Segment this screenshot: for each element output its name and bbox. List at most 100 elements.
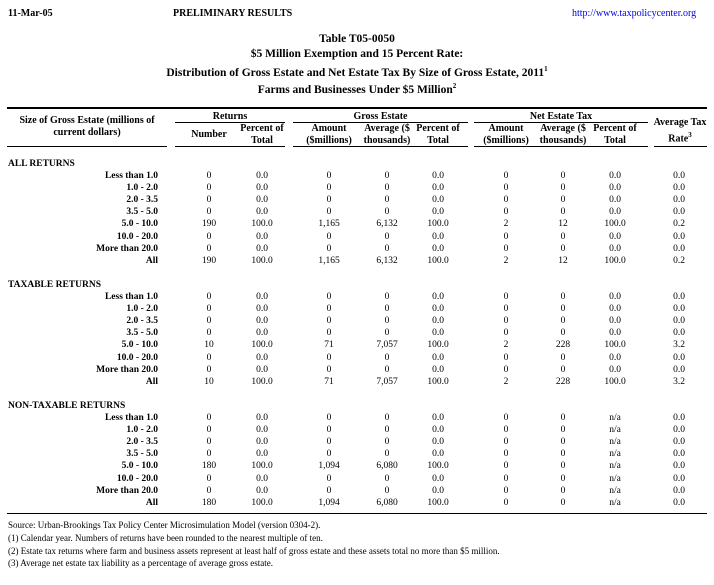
gross-percent-cell: 0.0 xyxy=(432,413,444,423)
gross-amount-cell: 0 xyxy=(326,243,332,254)
tax-percent-cell: n/a xyxy=(609,497,621,508)
gross-percent-header: Percent of Total xyxy=(416,123,460,146)
gross-average-cell: 6,132 xyxy=(376,255,398,266)
number-cell: 180 xyxy=(201,461,217,472)
tax-amount-cell: 0 xyxy=(503,449,509,460)
report-date: 11-Mar-05 xyxy=(8,8,53,19)
percent-returns-cell: 0.0 xyxy=(256,243,268,254)
gross-amount-cell: 0 xyxy=(326,207,332,218)
gross-amount-cell: 0 xyxy=(326,304,332,315)
gross-average-cell: 0 xyxy=(384,171,390,181)
gross-average-cell: 0 xyxy=(384,207,390,218)
percent-returns-cell: 0.0 xyxy=(256,449,268,460)
tax-percent-cell: 0.0 xyxy=(609,304,621,315)
row-label: 2.0 - 3.5 xyxy=(126,437,158,448)
tax-amount-cell: 0 xyxy=(503,195,509,206)
tax-amount-cell: 0 xyxy=(503,292,509,302)
gross-percent-cell: 100.0 xyxy=(427,461,449,472)
tax-amount-cell: 0 xyxy=(503,243,509,254)
avg-tax-rate-cell: 0.0 xyxy=(673,231,685,242)
gross-percent-cell: 0.0 xyxy=(432,243,444,254)
tax-amount-cell: 0 xyxy=(503,316,509,327)
tax-average-cell: 12 xyxy=(558,255,568,266)
avg-tax-rate-cell: 0.0 xyxy=(673,364,685,375)
taxpolicycenter-link[interactable]: http://www.taxpolicycenter.org xyxy=(572,8,697,19)
gross-average-cell: 0 xyxy=(384,304,390,315)
table-title: $5 Million Exemption and 15 Percent Rate… xyxy=(250,48,464,60)
tax-amount-cell: 0 xyxy=(503,352,509,363)
percent-returns-cell: 0.0 xyxy=(256,195,268,206)
row-label: Less than 1.0 xyxy=(104,413,158,423)
size-column-header: Size of Gross Estate (millions of current… xyxy=(19,115,155,138)
percent-returns-cell: 0.0 xyxy=(256,304,268,315)
avg-tax-rate-cell: 0.0 xyxy=(673,183,685,194)
row-label: More than 20.0 xyxy=(96,243,158,254)
tax-amount-cell: 2 xyxy=(503,376,509,387)
section-title: TAXABLE RETURNS xyxy=(8,280,101,290)
gross-average-cell: 0 xyxy=(384,231,390,242)
tax-percent-cell: n/a xyxy=(609,425,621,436)
number-cell: 0 xyxy=(206,304,212,315)
tax-percent-cell: 0.0 xyxy=(609,243,621,254)
number-cell: 10 xyxy=(204,376,214,387)
subtitle-text: Farms and Businesses Under $5 Million xyxy=(257,83,453,96)
tax-percent-cell: 0.0 xyxy=(609,207,621,218)
net-estate-tax-header: Net Estate Tax xyxy=(529,111,593,122)
footnote-2: (2) Estate tax returns where farm and bu… xyxy=(8,546,500,556)
percent-returns-cell: 100.0 xyxy=(251,219,273,230)
avg-tax-rate-cell: 0.0 xyxy=(673,497,685,508)
gross-average-cell: 0 xyxy=(384,473,390,484)
avg-tax-rate-cell: 0.0 xyxy=(673,473,685,484)
gross-average-cell: 6,080 xyxy=(376,497,398,508)
percent-returns-cell: 0.0 xyxy=(256,364,268,375)
number-cell: 0 xyxy=(206,485,212,496)
tax-amount-cell: 0 xyxy=(503,497,509,508)
tax-amount-cell: 0 xyxy=(503,171,509,181)
avg-tax-rate-cell: 0.0 xyxy=(673,437,685,448)
tax-percent-cell: n/a xyxy=(609,461,621,472)
percent-returns-cell: 0.0 xyxy=(256,352,268,363)
percent-returns-cell: 0.0 xyxy=(256,183,268,194)
avg-tax-rate-cell: 0.0 xyxy=(673,207,685,218)
row-label: More than 20.0 xyxy=(96,364,158,375)
gross-percent-cell: 0.0 xyxy=(432,183,444,194)
tax-percent-cell: n/a xyxy=(609,437,621,448)
tax-average-cell: 228 xyxy=(555,376,571,387)
row-label: 5.0 - 10.0 xyxy=(121,461,158,472)
tax-percent-cell: 100.0 xyxy=(604,340,626,351)
gross-percent-cell: 100.0 xyxy=(427,497,449,508)
tax-percent-cell: 0.0 xyxy=(609,316,621,327)
gross-average-cell: 0 xyxy=(384,243,390,254)
tax-amount-cell: 0 xyxy=(503,183,509,194)
tax-average-cell: 0 xyxy=(560,449,566,460)
tax-average-cell: 0 xyxy=(560,461,566,472)
avg-tax-rate-cell: 3.2 xyxy=(673,340,685,351)
tax-average-cell: 0 xyxy=(560,316,566,327)
number-cell: 10 xyxy=(204,340,214,351)
tax-average-cell: 0 xyxy=(560,413,566,423)
gross-average-cell: 0 xyxy=(384,292,390,302)
gross-average-cell: 0 xyxy=(384,316,390,327)
tax-percent-cell: n/a xyxy=(609,413,621,423)
gross-amount-cell: 0 xyxy=(326,449,332,460)
footnote-ref: 1 xyxy=(544,65,548,73)
gross-average-cell: 0 xyxy=(384,425,390,436)
tax-average-cell: 0 xyxy=(560,292,566,302)
gross-average-cell: 0 xyxy=(384,183,390,194)
row-label: Less than 1.0 xyxy=(104,171,158,181)
tax-amount-cell: 0 xyxy=(503,425,509,436)
row-label: 2.0 - 3.5 xyxy=(126,316,158,327)
gross-amount-cell: 0 xyxy=(326,473,332,484)
row-label: 3.5 - 5.0 xyxy=(126,207,158,218)
tax-average-cell: 0 xyxy=(560,328,566,339)
gross-percent-cell: 100.0 xyxy=(427,376,449,387)
tax-average-cell: 0 xyxy=(560,183,566,194)
number-cell: 0 xyxy=(206,449,212,460)
percent-returns-cell: 0.0 xyxy=(256,485,268,496)
returns-rule xyxy=(175,122,285,123)
avg-tax-rate-cell: 0.0 xyxy=(673,485,685,496)
tax-average-cell: 0 xyxy=(560,171,566,181)
percent-returns-cell: 0.0 xyxy=(256,473,268,484)
tax-percent-cell: 0.0 xyxy=(609,292,621,302)
table-subtitle-2: Farms and Businesses Under $5 Million2 xyxy=(0,82,714,96)
